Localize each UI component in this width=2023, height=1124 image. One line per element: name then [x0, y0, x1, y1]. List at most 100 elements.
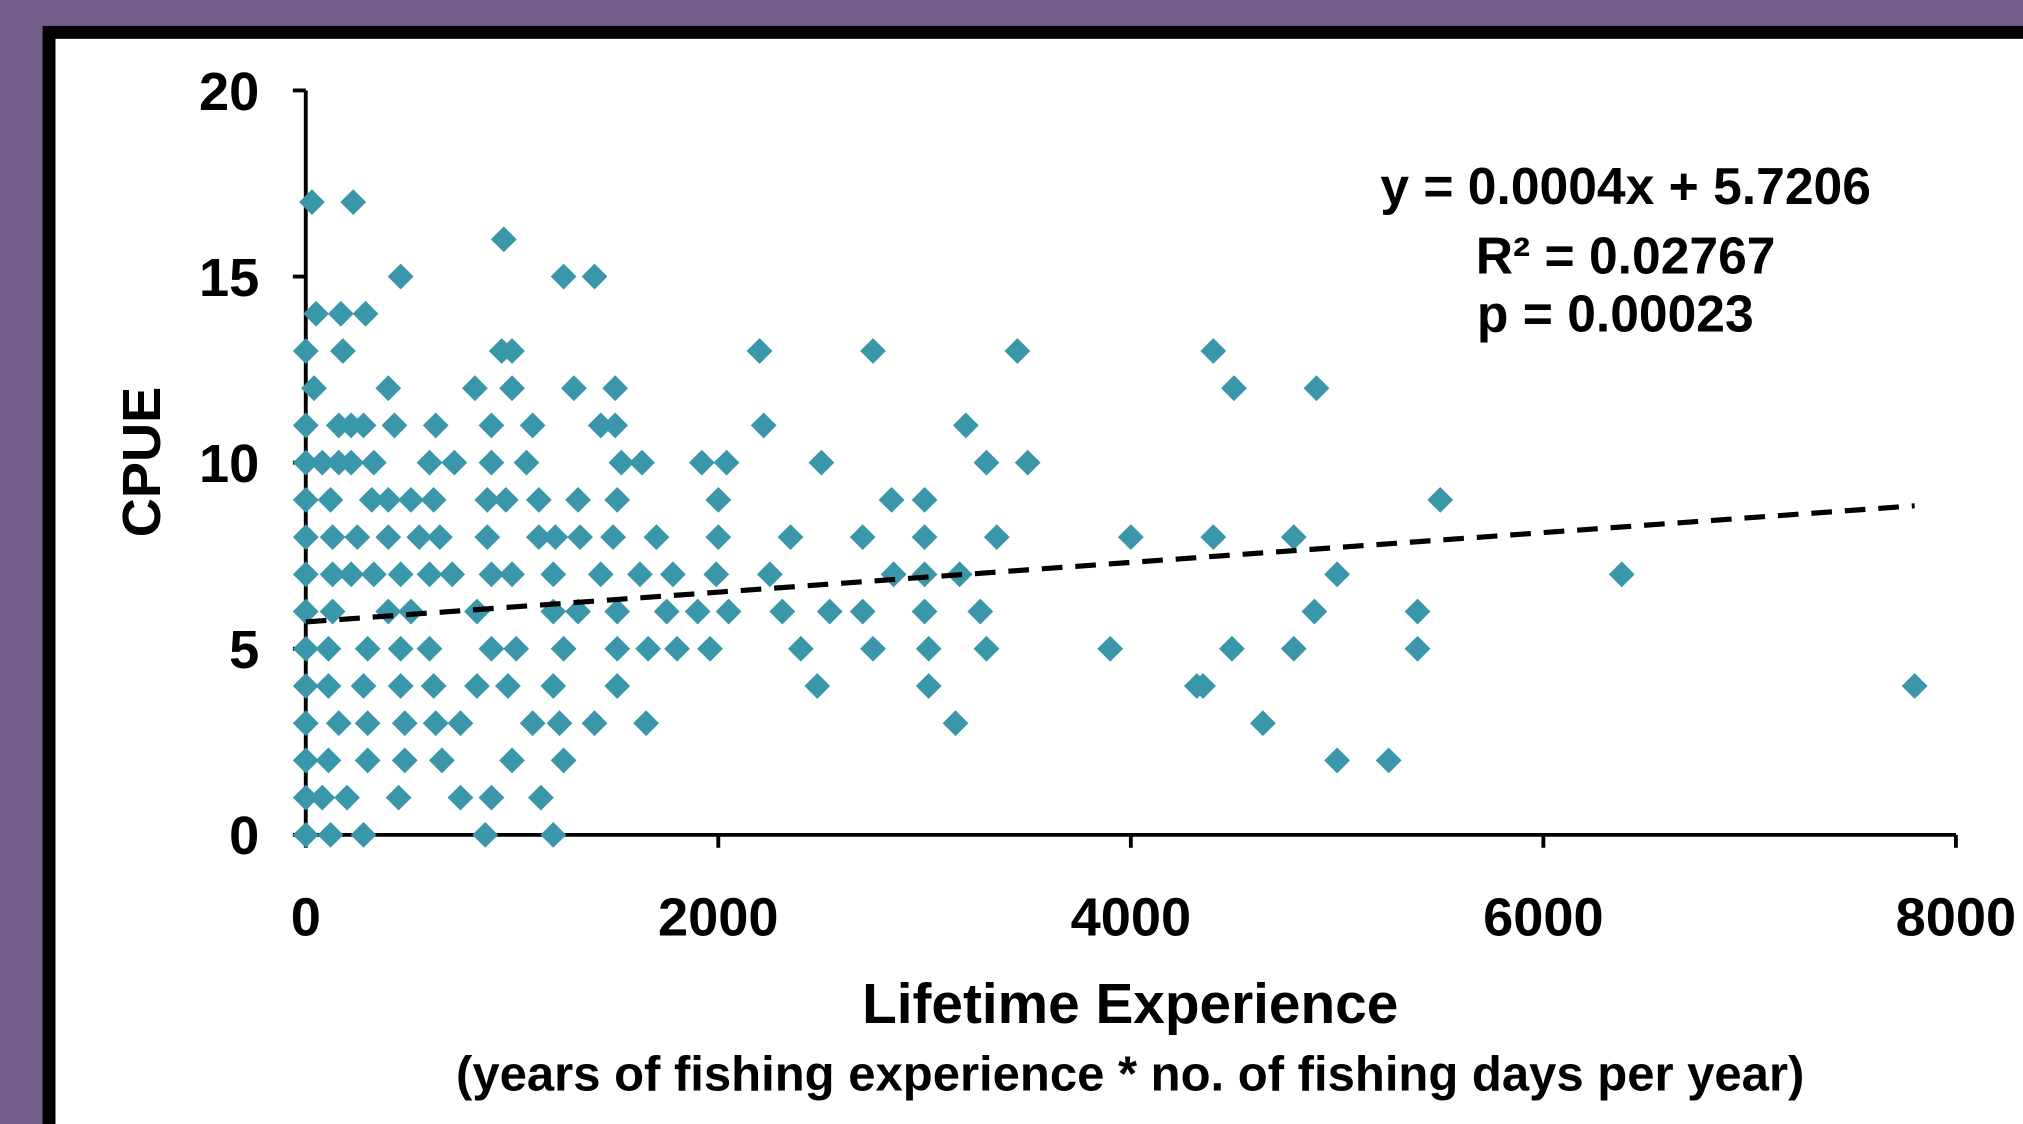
data-point	[1280, 635, 1307, 662]
data-point	[660, 561, 686, 588]
data-point	[1200, 524, 1227, 551]
trendline	[305, 503, 1915, 625]
data-point	[350, 821, 377, 848]
data-point	[441, 449, 468, 476]
y-tick-label: 0	[229, 806, 259, 866]
data-point	[406, 524, 433, 551]
data-point	[422, 412, 449, 439]
data-point	[340, 189, 367, 216]
data-point	[1117, 524, 1144, 551]
data-point	[1324, 561, 1351, 588]
data-point	[911, 524, 938, 551]
data-point	[777, 524, 804, 551]
data-point	[474, 486, 501, 513]
data-point	[426, 524, 453, 551]
data-point	[350, 412, 377, 439]
data-point	[633, 710, 660, 737]
data-point	[860, 635, 886, 662]
data-point	[416, 449, 443, 476]
data-point	[705, 524, 732, 551]
data-point	[983, 524, 1010, 551]
data-point	[519, 412, 546, 439]
data-point	[381, 412, 408, 439]
data-point	[309, 449, 336, 476]
y-tick-label: 5	[229, 620, 259, 680]
data-point	[315, 673, 342, 699]
data-point	[1014, 449, 1041, 476]
data-point	[1097, 635, 1124, 662]
data-point	[495, 673, 521, 699]
data-point	[849, 524, 876, 551]
data-point	[325, 710, 352, 737]
data-point	[299, 189, 325, 216]
data-point	[317, 821, 344, 848]
data-point	[439, 561, 466, 588]
data-point	[303, 300, 329, 327]
data-point	[602, 375, 629, 402]
data-point	[398, 486, 424, 513]
data-point	[942, 710, 969, 737]
data-point	[1901, 673, 1928, 699]
data-point	[1404, 635, 1431, 662]
annotation: p = 0.00023	[1477, 285, 1754, 343]
data-point	[416, 635, 443, 662]
x-tick-label: 4000	[1071, 888, 1192, 948]
data-point	[375, 486, 402, 513]
data-point	[447, 710, 474, 737]
data-point	[627, 561, 653, 588]
data-point	[911, 486, 938, 513]
data-point	[567, 524, 594, 551]
data-point	[292, 524, 319, 551]
data-point	[600, 524, 627, 551]
data-point	[1200, 338, 1227, 364]
data-point	[422, 710, 449, 737]
data-point	[973, 635, 1000, 662]
data-point	[292, 710, 319, 737]
data-point	[697, 635, 723, 662]
data-point	[292, 449, 319, 476]
y-tick-label: 15	[199, 248, 259, 308]
data-point	[860, 338, 886, 364]
data-point	[478, 412, 505, 439]
data-point	[317, 486, 344, 513]
data-point	[478, 635, 505, 662]
data-point	[319, 561, 346, 588]
data-point	[513, 449, 540, 476]
data-point	[1427, 486, 1454, 513]
data-point	[292, 821, 319, 848]
y-tick-label: 10	[199, 434, 259, 494]
data-point	[387, 635, 414, 662]
data-point	[387, 561, 414, 588]
data-point	[387, 263, 414, 290]
data-point	[1221, 375, 1247, 402]
x-axis-sublabel: (years of fishing experience * no. of fi…	[456, 1047, 1804, 1101]
annotation: y = 0.0004x + 5.7206	[1380, 157, 1871, 215]
x-axis-label: Lifetime Experience	[862, 973, 1398, 1036]
data-point	[478, 561, 505, 588]
data-point	[1303, 375, 1330, 402]
data-point	[664, 635, 690, 662]
data-point	[1219, 635, 1245, 662]
data-point	[301, 375, 327, 402]
data-point	[492, 486, 519, 513]
data-point	[309, 784, 336, 811]
data-point	[1301, 598, 1328, 625]
x-tick-label: 2000	[658, 888, 779, 948]
data-point	[338, 449, 365, 476]
data-point	[581, 263, 608, 290]
data-point	[643, 524, 670, 551]
data-point	[420, 673, 447, 699]
data-point	[581, 710, 608, 737]
data-point	[688, 449, 715, 476]
data-point	[416, 561, 443, 588]
data-point	[478, 449, 505, 476]
data-point	[292, 561, 319, 588]
data-point	[385, 784, 412, 811]
data-point	[1004, 338, 1031, 364]
data-point	[352, 300, 379, 327]
data-point	[375, 524, 402, 551]
data-point	[542, 524, 569, 551]
data-point	[608, 449, 635, 476]
data-point	[292, 784, 319, 811]
